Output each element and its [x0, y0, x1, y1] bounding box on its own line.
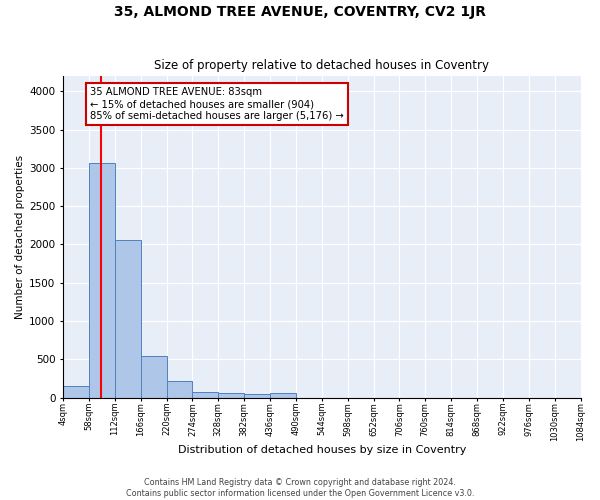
- Bar: [115, 240, 140, 398]
- Title: Size of property relative to detached houses in Coventry: Size of property relative to detached ho…: [154, 59, 489, 72]
- Bar: [270, 394, 296, 398]
- Bar: [193, 392, 218, 398]
- Text: Contains HM Land Registry data © Crown copyright and database right 2024.
Contai: Contains HM Land Registry data © Crown c…: [126, 478, 474, 498]
- Bar: [218, 394, 244, 398]
- Text: 35, ALMOND TREE AVENUE, COVENTRY, CV2 1JR: 35, ALMOND TREE AVENUE, COVENTRY, CV2 1J…: [114, 5, 486, 19]
- Text: 35 ALMOND TREE AVENUE: 83sqm
← 15% of detached houses are smaller (904)
85% of s: 35 ALMOND TREE AVENUE: 83sqm ← 15% of de…: [90, 88, 344, 120]
- Y-axis label: Number of detached properties: Number of detached properties: [15, 154, 25, 319]
- Bar: [244, 394, 270, 398]
- Bar: [140, 356, 167, 398]
- X-axis label: Distribution of detached houses by size in Coventry: Distribution of detached houses by size …: [178, 445, 466, 455]
- Bar: [89, 164, 115, 398]
- Bar: [167, 381, 193, 398]
- Bar: [63, 386, 89, 398]
